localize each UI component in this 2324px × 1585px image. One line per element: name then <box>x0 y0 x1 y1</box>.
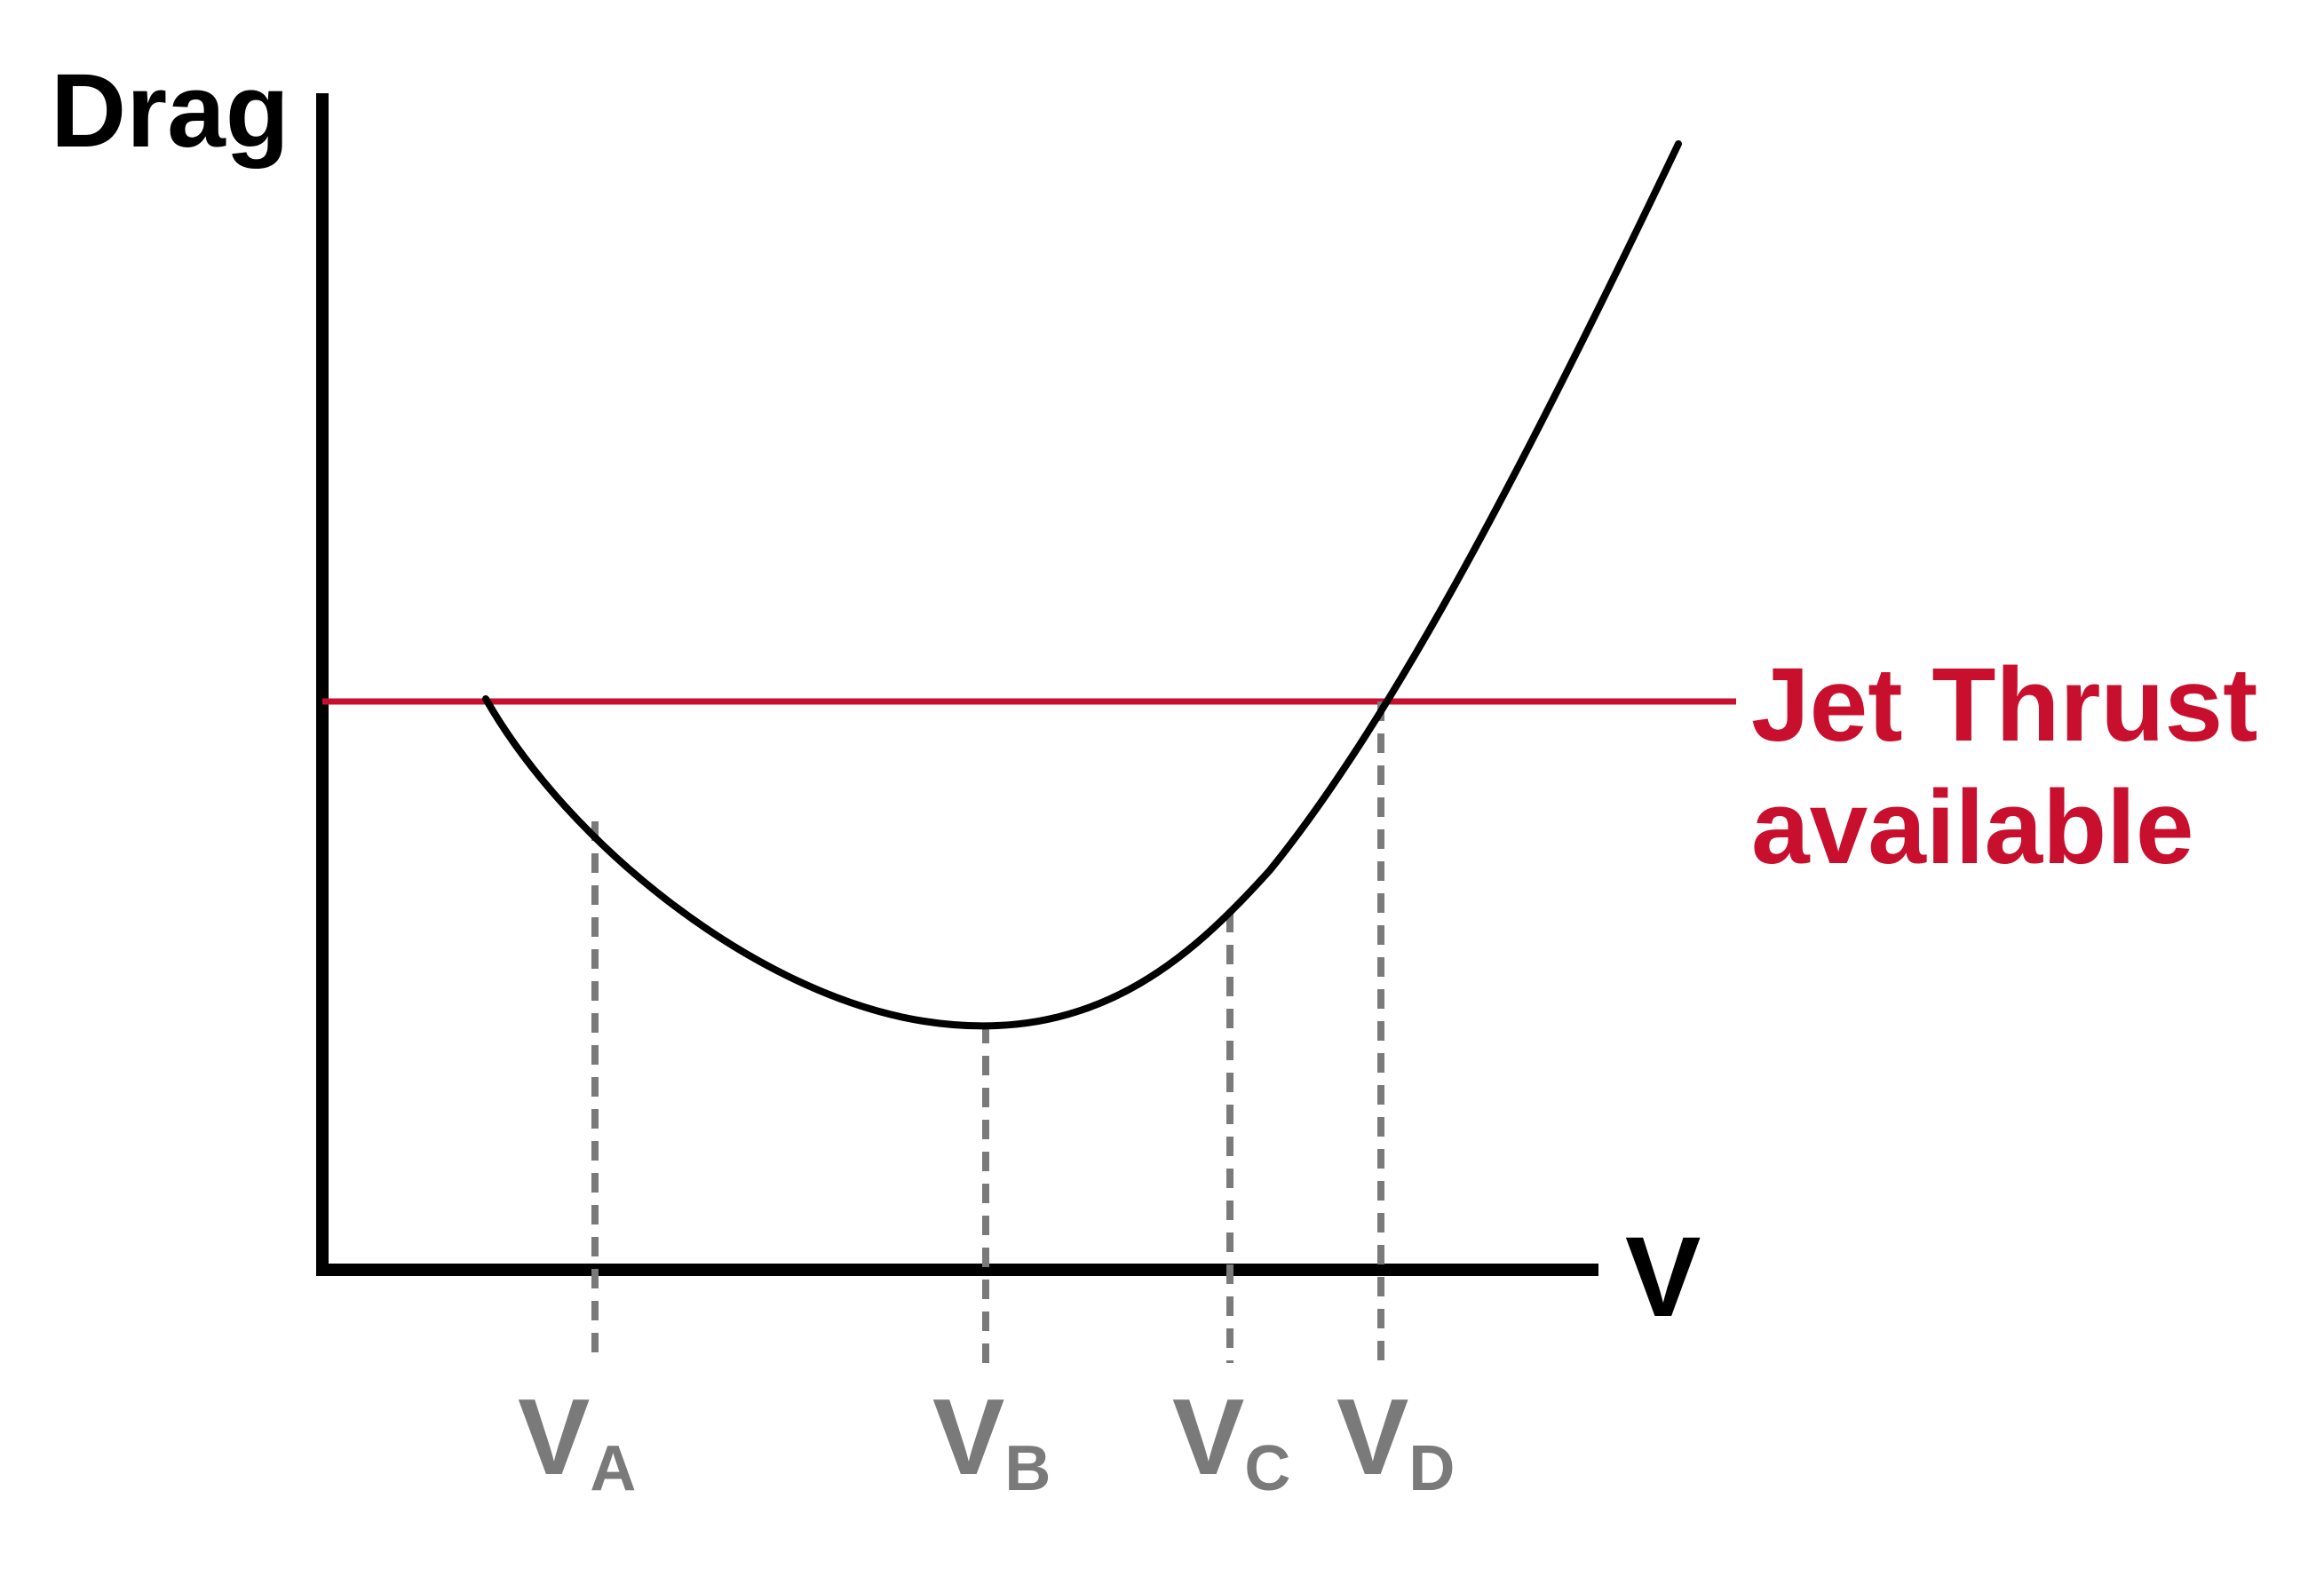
speed-label-vc-subscript: C <box>1244 1433 1290 1504</box>
speed-label-vd: VD <box>1336 1376 1455 1504</box>
thrust-label-line1: Jet Thrust <box>1751 646 2257 764</box>
speed-label-va-symbol: V <box>518 1376 590 1497</box>
speed-label-va-subscript: A <box>590 1433 636 1504</box>
speed-label-vd-subscript: D <box>1408 1433 1455 1504</box>
speed-label-vb-symbol: V <box>932 1376 1004 1497</box>
speed-label-vc: VC <box>1172 1376 1290 1504</box>
x-axis-label: V <box>1625 1214 1701 1341</box>
speed-label-va: VA <box>518 1376 636 1504</box>
axes <box>316 93 1598 1276</box>
speed-marker-lines <box>591 701 1384 1363</box>
thrust-label-line2: available <box>1751 769 2194 886</box>
speed-label-vb: VB <box>932 1376 1051 1504</box>
speed-label-vc-symbol: V <box>1172 1376 1244 1497</box>
speed-label-vd-symbol: V <box>1336 1376 1408 1497</box>
drag-curve <box>482 140 1682 1030</box>
speed-marker-labels: VA VB VC VD <box>518 1376 1455 1504</box>
y-axis-label: Drag <box>51 52 290 170</box>
speed-label-vb-subscript: B <box>1004 1433 1051 1504</box>
